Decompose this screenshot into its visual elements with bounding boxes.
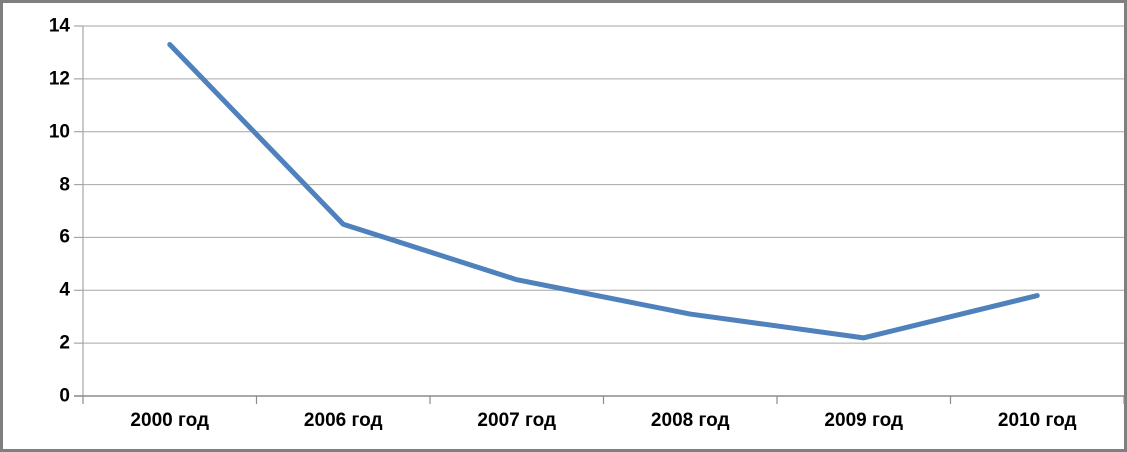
x-tick-label: 2000 год xyxy=(130,410,210,431)
y-tick-label: 10 xyxy=(48,121,70,143)
y-tick-label: 12 xyxy=(48,68,70,90)
y-tick-label: 6 xyxy=(59,226,70,248)
x-tick-label: 2007 год xyxy=(477,410,557,431)
y-tick-label: 0 xyxy=(59,385,70,407)
x-tick-label: 2009 год xyxy=(824,410,904,431)
x-tick-label: 2006 год xyxy=(303,410,383,431)
y-tick-label: 2 xyxy=(59,332,70,354)
data-series-line xyxy=(167,42,1040,341)
x-tick-label: 2008 год xyxy=(650,410,730,431)
y-tick-label: 14 xyxy=(48,15,70,37)
y-tick-label: 8 xyxy=(59,174,70,196)
x-tick-label: 2010 год xyxy=(997,410,1077,431)
y-tick-label: 4 xyxy=(59,279,70,301)
